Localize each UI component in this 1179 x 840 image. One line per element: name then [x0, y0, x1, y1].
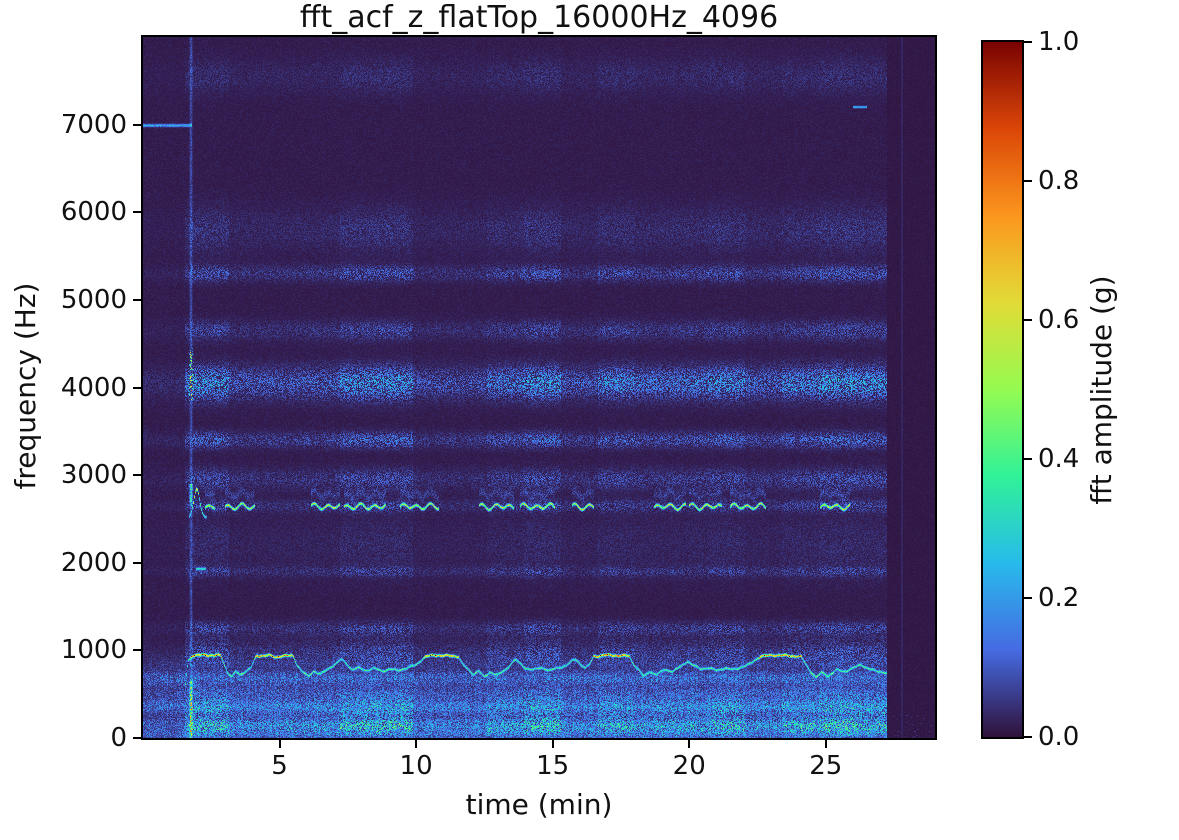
colorbar-tick-label: 0.6	[1038, 305, 1080, 335]
y-tick-mark	[133, 211, 141, 214]
colorbar-tick-label: 0.0	[1038, 722, 1080, 752]
y-tick-label: 3000	[60, 460, 127, 491]
colorbar-tick-label: 1.0	[1038, 27, 1080, 57]
x-tick-mark	[688, 740, 691, 748]
colorbar-tick-mark	[1024, 736, 1032, 738]
y-tick-mark	[133, 561, 141, 564]
x-tick-label: 15	[536, 751, 570, 781]
colorbar-tick-mark	[1024, 319, 1032, 321]
spectrogram-canvas	[143, 37, 935, 738]
x-tick-label: 5	[271, 751, 288, 781]
y-tick-label: 2000	[60, 547, 127, 578]
colorbar-tick-mark	[1024, 41, 1032, 43]
colorbar-tick-label: 0.4	[1038, 444, 1080, 474]
y-tick-label: 5000	[60, 284, 127, 315]
y-tick-mark	[133, 123, 141, 126]
x-tick-mark	[824, 740, 827, 748]
colorbar-tick-label: 0.2	[1038, 583, 1080, 613]
y-tick-label: 4000	[60, 372, 127, 403]
colorbar-label: fft amplitude (g)	[1085, 275, 1118, 505]
y-tick-label: 1000	[60, 635, 127, 666]
y-tick-mark	[133, 737, 141, 739]
y-tick-label: 0	[110, 723, 127, 753]
y-tick-mark	[133, 386, 141, 389]
colorbar-tick-mark	[1024, 180, 1032, 182]
x-tick-label: 10	[399, 751, 433, 781]
x-tick-label: 25	[809, 751, 843, 781]
x-tick-mark	[415, 740, 418, 748]
y-tick-label: 6000	[60, 197, 127, 228]
y-tick-mark	[133, 474, 141, 477]
y-tick-mark	[133, 298, 141, 301]
colorbar-tick-label: 0.8	[1038, 166, 1080, 196]
y-tick-label: 7000	[60, 109, 127, 140]
y-tick-mark	[133, 649, 141, 652]
x-tick-label: 20	[672, 751, 706, 781]
colorbar-tick-mark	[1024, 597, 1032, 599]
x-tick-mark	[278, 740, 281, 748]
chart-title: fft_acf_z_flatTop_16000Hz_4096	[299, 0, 779, 35]
colorbar-canvas	[983, 42, 1022, 737]
colorbar-tick-mark	[1024, 458, 1032, 460]
x-tick-mark	[551, 740, 554, 748]
x-axis-label: time (min)	[465, 788, 613, 821]
